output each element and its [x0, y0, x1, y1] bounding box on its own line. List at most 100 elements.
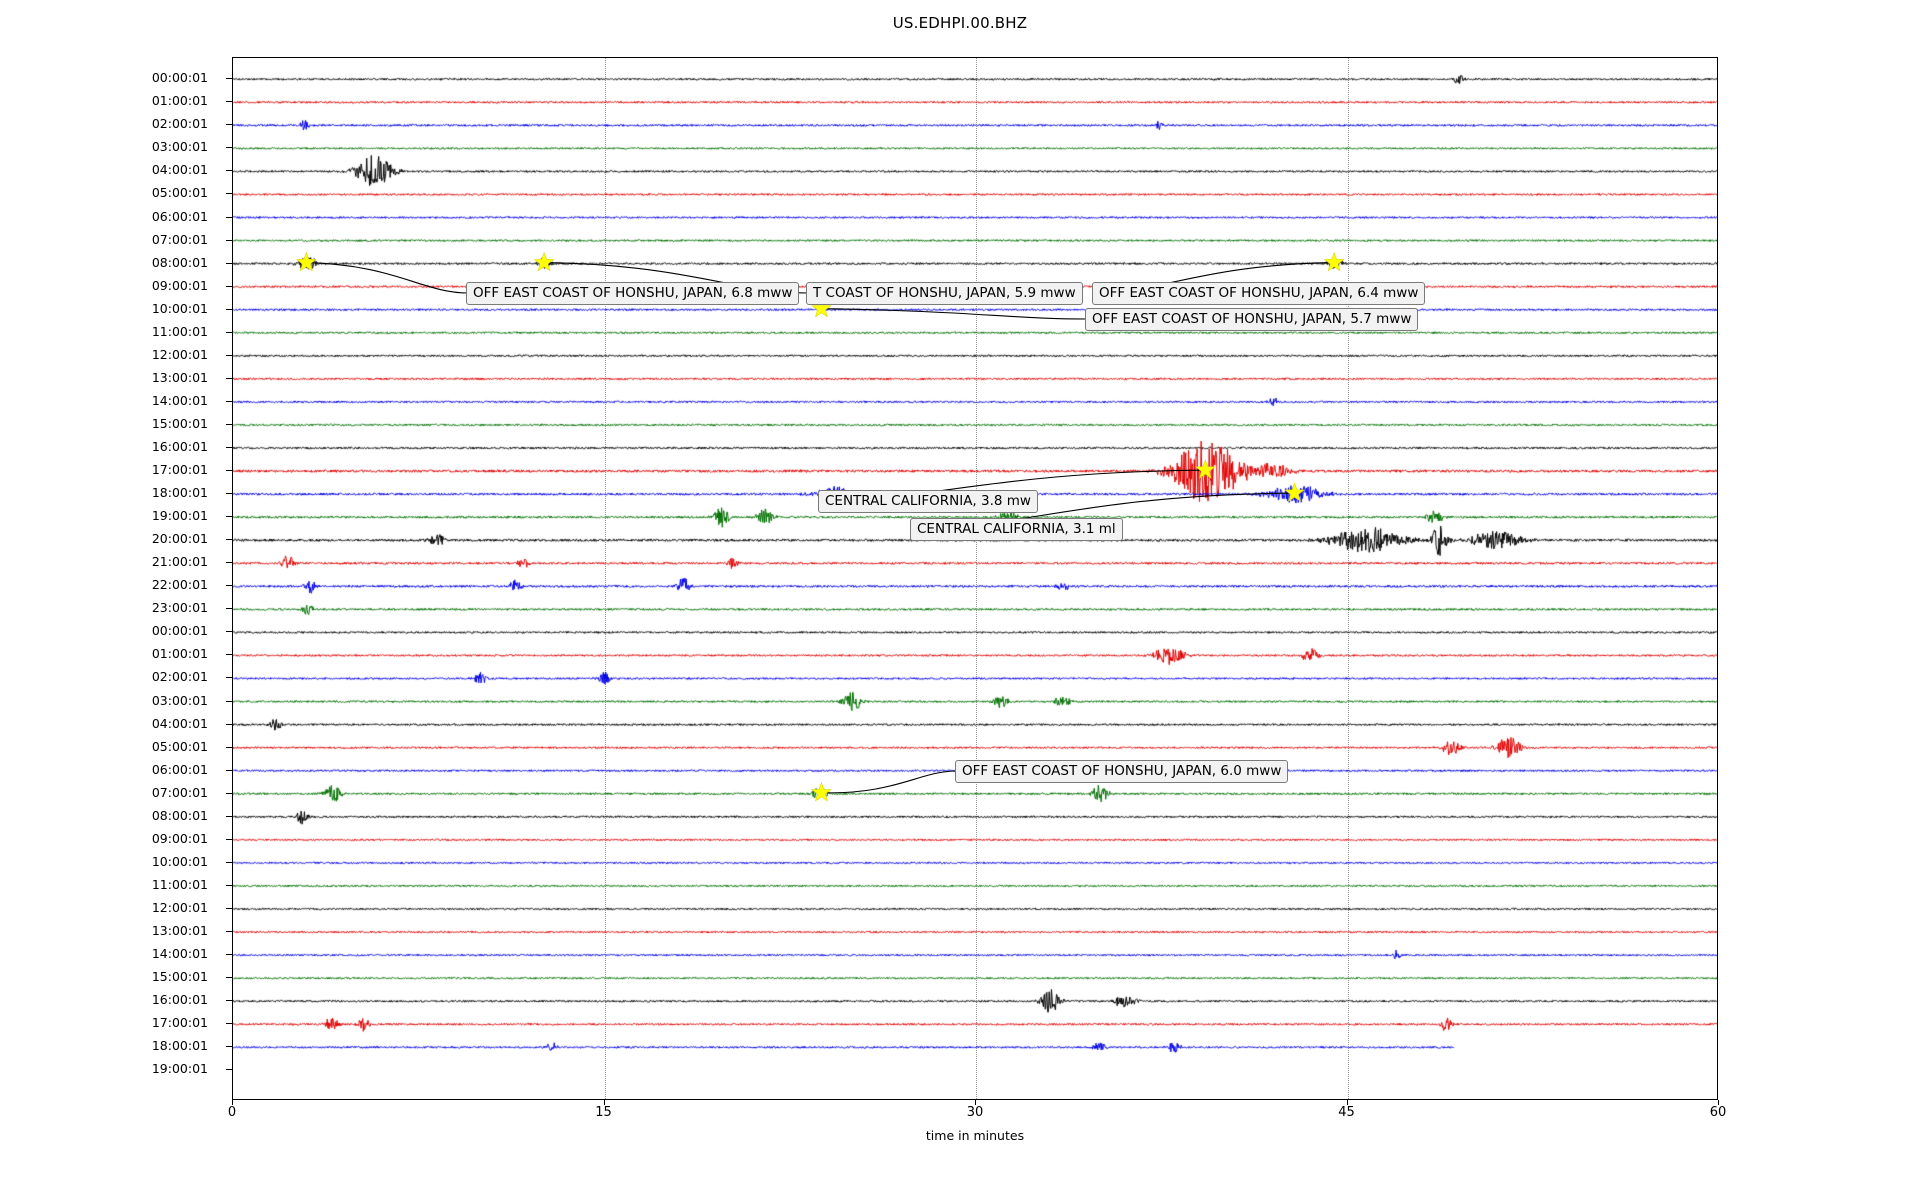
x-tick-label: 30	[966, 1105, 984, 1120]
y-tick-mark	[226, 746, 232, 748]
y-tick-mark	[226, 262, 232, 264]
y-tick-mark	[226, 1046, 232, 1048]
y-tick-label: 13:00:01	[151, 923, 208, 939]
y-tick-mark	[226, 101, 232, 103]
trace-canvas	[233, 58, 1717, 1099]
y-tick-label: 22:00:01	[151, 577, 208, 593]
y-tick-mark	[226, 1000, 232, 1002]
y-tick-mark	[226, 838, 232, 840]
annotation-callout-ann2[interactable]: T COAST OF HONSHU, JAPAN, 5.9 mww	[806, 282, 1083, 305]
y-tick-mark	[226, 147, 232, 149]
y-tick-label: 03:00:01	[151, 139, 208, 155]
y-tick-label: 17:00:01	[151, 1015, 208, 1031]
x-tick-mark	[975, 1100, 976, 1105]
page-title: US.EDHPI.00.BHZ	[892, 14, 1028, 32]
y-tick-mark	[226, 700, 232, 702]
y-tick-label: 16:00:01	[151, 992, 208, 1008]
y-tick-mark	[226, 1069, 232, 1071]
y-tick-label: 10:00:01	[151, 300, 208, 316]
y-tick-label: 00:00:01	[151, 623, 208, 639]
y-tick-mark	[226, 400, 232, 402]
y-tick-mark	[226, 677, 232, 679]
y-tick-mark	[226, 539, 232, 541]
y-tick-label: 05:00:01	[151, 185, 208, 201]
annotation-callout-ann3[interactable]: OFF EAST COAST OF HONSHU, JAPAN, 6.4 mww	[1092, 282, 1426, 305]
y-tick-label: 01:00:01	[151, 93, 208, 109]
x-tick-label: 45	[1338, 1105, 1355, 1120]
y-tick-mark	[226, 78, 232, 80]
y-tick-mark	[226, 585, 232, 587]
y-tick-mark	[226, 631, 232, 633]
y-tick-mark	[226, 608, 232, 610]
y-tick-mark	[226, 308, 232, 310]
y-tick-label: 02:00:01	[151, 669, 208, 685]
y-tick-label: 12:00:01	[151, 899, 208, 915]
y-tick-label: 15:00:01	[151, 969, 208, 985]
y-tick-mark	[226, 654, 232, 656]
annotation-callout-ann5[interactable]: CENTRAL CALIFORNIA, 3.8 mw	[818, 490, 1038, 513]
annotation-callout-ann1[interactable]: OFF EAST COAST OF HONSHU, JAPAN, 6.8 mww	[466, 282, 800, 305]
y-tick-mark	[226, 861, 232, 863]
y-tick-mark	[226, 239, 232, 241]
y-tick-label: 15:00:01	[151, 415, 208, 431]
x-tick-mark	[232, 1100, 233, 1105]
y-tick-label: 08:00:01	[151, 254, 208, 270]
y-tick-label: 08:00:01	[151, 807, 208, 823]
annotation-callout-ann4[interactable]: OFF EAST COAST OF HONSHU, JAPAN, 5.7 mww	[1085, 308, 1419, 331]
x-tick-mark	[1346, 1100, 1348, 1105]
y-tick-label: 07:00:01	[151, 231, 208, 247]
y-tick-label: 20:00:01	[151, 531, 208, 547]
y-tick-label: 02:00:01	[151, 116, 208, 132]
y-tick-mark	[226, 977, 232, 979]
y-tick-mark	[226, 331, 232, 333]
y-tick-label: 13:00:01	[151, 369, 208, 385]
y-tick-label: 14:00:01	[151, 946, 208, 962]
y-tick-label: 17:00:01	[151, 462, 208, 478]
x-tick-mark	[603, 1100, 605, 1105]
y-tick-label: 16:00:01	[151, 439, 208, 454]
y-tick-label: 09:00:01	[151, 277, 208, 293]
y-tick-label: 19:00:01	[151, 508, 208, 524]
y-tick-label: 11:00:01	[151, 323, 208, 339]
y-tick-label: 21:00:01	[151, 554, 208, 570]
y-tick-mark	[226, 493, 232, 495]
y-tick-label: 05:00:01	[151, 738, 208, 754]
y-tick-label: 03:00:01	[151, 692, 208, 708]
y-tick-label: 19:00:01	[151, 1061, 208, 1077]
seismogram-traces	[233, 58, 1717, 1099]
y-tick-label: 18:00:01	[151, 1038, 208, 1054]
y-tick-label: 04:00:01	[151, 715, 208, 731]
y-tick-mark	[226, 124, 232, 126]
y-tick-label: 12:00:01	[151, 346, 208, 362]
y-tick-mark	[226, 792, 232, 794]
y-tick-mark	[226, 907, 232, 909]
y-tick-label: 06:00:01	[151, 761, 208, 777]
y-tick-mark	[226, 447, 232, 448]
y-tick-mark	[226, 216, 232, 218]
plot-area	[232, 57, 1718, 1100]
annotation-callout-ann7[interactable]: OFF EAST COAST OF HONSHU, JAPAN, 6.0 mww	[955, 760, 1289, 783]
y-tick-label: 07:00:01	[151, 784, 208, 800]
x-tick-label: 15	[595, 1105, 612, 1120]
y-tick-mark	[226, 815, 232, 817]
y-tick-mark	[226, 516, 232, 518]
y-tick-label: 11:00:01	[151, 876, 208, 892]
y-tick-mark	[226, 1023, 232, 1025]
y-tick-mark	[226, 285, 232, 287]
y-tick-mark	[226, 562, 232, 564]
x-tick-mark	[1718, 1100, 1719, 1105]
y-tick-mark	[226, 769, 232, 771]
y-tick-mark	[226, 170, 232, 172]
y-tick-label: 01:00:01	[151, 646, 208, 662]
y-tick-label: 23:00:01	[151, 600, 208, 616]
y-tick-mark	[226, 723, 232, 725]
y-tick-label: 14:00:01	[151, 392, 208, 408]
annotation-callout-ann6[interactable]: CENTRAL CALIFORNIA, 3.1 ml	[910, 518, 1123, 541]
y-tick-mark	[226, 954, 232, 956]
x-tick-label: 60	[1709, 1105, 1727, 1120]
y-tick-label: 00:00:01	[151, 70, 208, 86]
y-tick-label: 04:00:01	[151, 162, 208, 178]
x-tick-label: 0	[227, 1105, 237, 1120]
y-tick-label: 09:00:01	[151, 830, 208, 846]
